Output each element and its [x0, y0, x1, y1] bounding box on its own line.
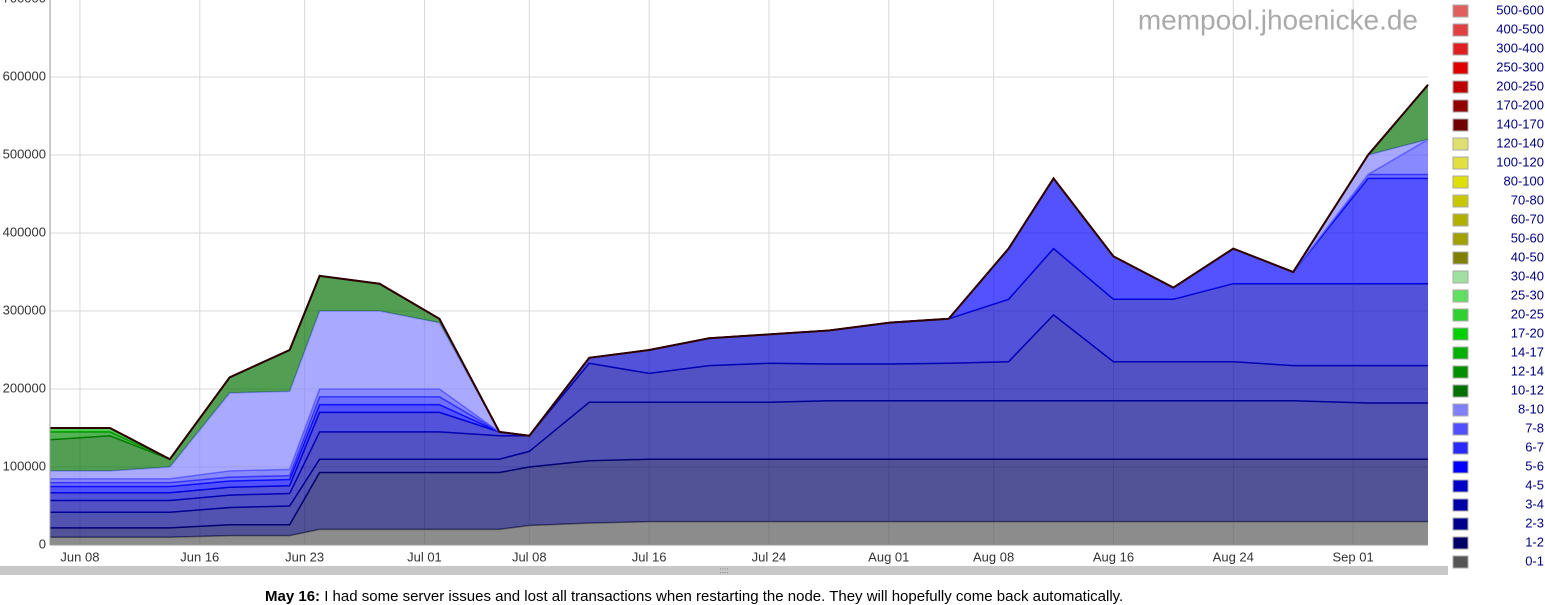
legend-swatch[interactable] — [1452, 213, 1469, 227]
legend-label: 3-4 — [1525, 496, 1544, 511]
legend-label: 12-14 — [1511, 363, 1544, 378]
watermark: mempool.jhoenicke.de — [1138, 4, 1418, 35]
legend-label: 120-140 — [1496, 135, 1544, 150]
legend-label: 70-80 — [1511, 192, 1544, 207]
legend-label: 40-50 — [1511, 249, 1544, 264]
legend-swatch[interactable] — [1452, 517, 1469, 531]
legend-label: 140-170 — [1496, 116, 1544, 131]
legend-label: 17-20 — [1511, 325, 1544, 340]
legend-label: 60-70 — [1511, 211, 1544, 226]
legend-swatch[interactable] — [1452, 232, 1469, 246]
legend-swatch[interactable] — [1452, 4, 1469, 18]
legend-swatch[interactable] — [1452, 289, 1469, 303]
y-tick-label: 300000 — [3, 302, 46, 317]
legend-swatch[interactable] — [1452, 498, 1469, 512]
y-tick-label: 100000 — [3, 458, 46, 473]
legend-label: 8-10 — [1518, 401, 1544, 416]
scroll-grip: :::: — [720, 566, 729, 575]
area — [50, 459, 1428, 538]
x-tick-label: Jun 23 — [285, 549, 324, 564]
legend-swatch[interactable] — [1452, 403, 1469, 417]
legend-label: 400-500 — [1496, 21, 1544, 36]
total-line — [50, 84, 1429, 461]
area — [50, 314, 1428, 513]
plot — [49, 0, 1429, 546]
legend-swatch[interactable] — [1452, 327, 1469, 341]
x-tick-label: Jun 08 — [60, 549, 99, 564]
area — [50, 139, 1428, 483]
area — [50, 248, 1428, 501]
legend-label: 50-60 — [1511, 230, 1544, 245]
legend-label: 4-5 — [1525, 477, 1544, 492]
legend-swatch[interactable] — [1452, 384, 1469, 398]
legend-label: 100-120 — [1496, 154, 1544, 169]
legend-label: 7-8 — [1525, 420, 1544, 435]
x-tick-label: Jul 16 — [632, 549, 667, 564]
x-tick-label: Jul 08 — [512, 549, 547, 564]
note-text: I had some server issues and lost all tr… — [324, 588, 1124, 605]
legend-swatch[interactable] — [1452, 61, 1469, 75]
legend-label: 500-600 — [1496, 2, 1544, 17]
legend-label: 170-200 — [1496, 97, 1544, 112]
legend-swatch[interactable] — [1452, 99, 1469, 113]
note: May 16: I had some server issues and los… — [265, 588, 1123, 605]
x-tick-label: Aug 16 — [1093, 549, 1134, 564]
legend-label: 20-25 — [1511, 306, 1544, 321]
y-tick-label: 500000 — [3, 146, 46, 161]
legend-label: 200-250 — [1496, 78, 1544, 93]
x-tick-label: Aug 24 — [1213, 549, 1254, 564]
x-tick-label: Jul 01 — [407, 549, 442, 564]
area — [50, 400, 1428, 528]
area — [50, 521, 1428, 545]
legend-swatch[interactable] — [1452, 441, 1469, 455]
legend-label: 5-6 — [1525, 458, 1544, 473]
legend-label: 0-1 — [1525, 553, 1544, 568]
legend-swatch[interactable] — [1452, 251, 1469, 265]
legend-label: 6-7 — [1525, 439, 1544, 454]
legend-label: 25-30 — [1511, 287, 1544, 302]
x-tick-label: Aug 08 — [973, 549, 1014, 564]
legend-swatch[interactable] — [1452, 422, 1469, 436]
legend-label: 1-2 — [1525, 534, 1544, 549]
legend-swatch[interactable] — [1452, 365, 1469, 379]
x-tick-label: Jun 16 — [180, 549, 219, 564]
y-tick-label: 400000 — [3, 224, 46, 239]
area — [50, 84, 1428, 471]
legend-swatch[interactable] — [1452, 194, 1469, 208]
x-tick-label: Aug 01 — [868, 549, 909, 564]
legend-label: 10-12 — [1511, 382, 1544, 397]
legend-label: 250-300 — [1496, 59, 1544, 74]
legend-swatch[interactable] — [1452, 23, 1469, 37]
scrollbar[interactable] — [0, 566, 1448, 575]
legend-swatch[interactable] — [1452, 175, 1469, 189]
legend-label: 80-100 — [1504, 173, 1544, 188]
legend-swatch[interactable] — [1452, 555, 1469, 569]
legend-swatch[interactable] — [1452, 42, 1469, 56]
legend-swatch[interactable] — [1452, 479, 1469, 493]
y-tick-label: 200000 — [3, 380, 46, 395]
legend-swatch[interactable] — [1452, 536, 1469, 550]
chart: :::: 0 100000 200000 300000 400000 500000 6000… — [0, 0, 1544, 575]
y-tick-label: 600000 — [3, 68, 46, 83]
legend-label: 2-3 — [1525, 515, 1544, 530]
legend-label: 300-400 — [1496, 40, 1544, 55]
y-tick-label: 700000 — [3, 0, 46, 5]
x-tick-label: Sep 01 — [1333, 549, 1374, 564]
legend-swatch[interactable] — [1452, 156, 1469, 170]
legend-swatch[interactable] — [1452, 118, 1469, 132]
area — [50, 178, 1428, 493]
y-tick-label: 0 — [39, 536, 46, 551]
note-date: May 16: — [265, 588, 321, 605]
legend-label: 14-17 — [1511, 344, 1544, 359]
legend-swatch[interactable] — [1452, 460, 1469, 474]
legend-swatch[interactable] — [1452, 137, 1469, 151]
legend-label: 30-40 — [1511, 268, 1544, 283]
legend-swatch[interactable] — [1452, 80, 1469, 94]
legend-swatch[interactable] — [1452, 270, 1469, 284]
legend-swatch[interactable] — [1452, 308, 1469, 322]
legend-swatch[interactable] — [1452, 346, 1469, 360]
x-tick-label: Jul 24 — [752, 549, 787, 564]
